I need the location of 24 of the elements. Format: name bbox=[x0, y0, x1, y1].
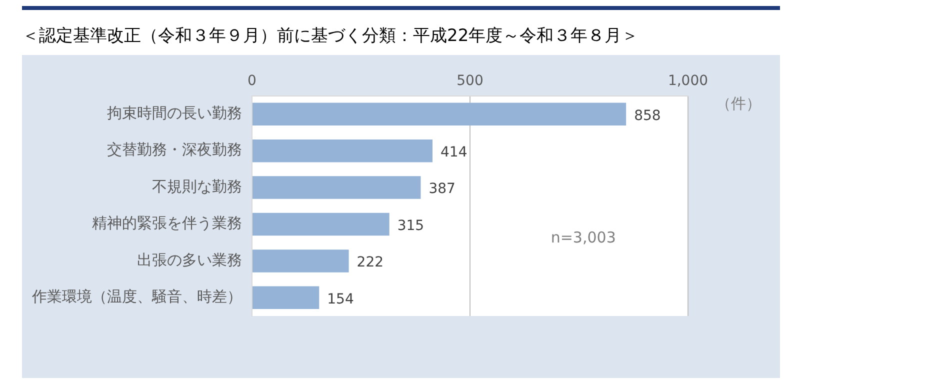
bar bbox=[252, 176, 421, 199]
x-tick-label: 500 bbox=[456, 73, 484, 90]
data-label: 387 bbox=[428, 181, 456, 198]
data-label: 222 bbox=[356, 254, 384, 271]
bar bbox=[252, 139, 433, 162]
x-tick-label: 0 bbox=[248, 73, 256, 90]
text: （件） bbox=[716, 94, 761, 113]
data-label: 858 bbox=[634, 108, 661, 124]
data-label: 154 bbox=[327, 291, 354, 308]
y-tick-label: 作業環境（温度、騒音、時差） bbox=[31, 288, 242, 306]
bar bbox=[252, 286, 320, 310]
y-tick-label: 不規則な勤務 bbox=[152, 177, 242, 196]
data-label: 315 bbox=[397, 218, 424, 234]
bar bbox=[252, 212, 390, 236]
y-tick-label: 出張の多い業務 bbox=[137, 250, 242, 269]
y-tick-label: 精神的緊張を伴う業務 bbox=[92, 214, 242, 232]
annotation: n=3,003 bbox=[550, 228, 616, 247]
y-tick-label: 交替勤務・深夜勤務 bbox=[107, 140, 242, 159]
chart-title: ＜認定基準改正（令和３年９月）前に基づく分類：平成22年度～令和３年８月＞ bbox=[22, 25, 640, 47]
y-tick-label: 拘束時間の長い勤務 bbox=[107, 104, 242, 122]
x-tick-label: 1,000 bbox=[668, 73, 708, 90]
bar bbox=[252, 250, 349, 272]
bar bbox=[252, 102, 626, 126]
data-label: 414 bbox=[440, 144, 468, 160]
